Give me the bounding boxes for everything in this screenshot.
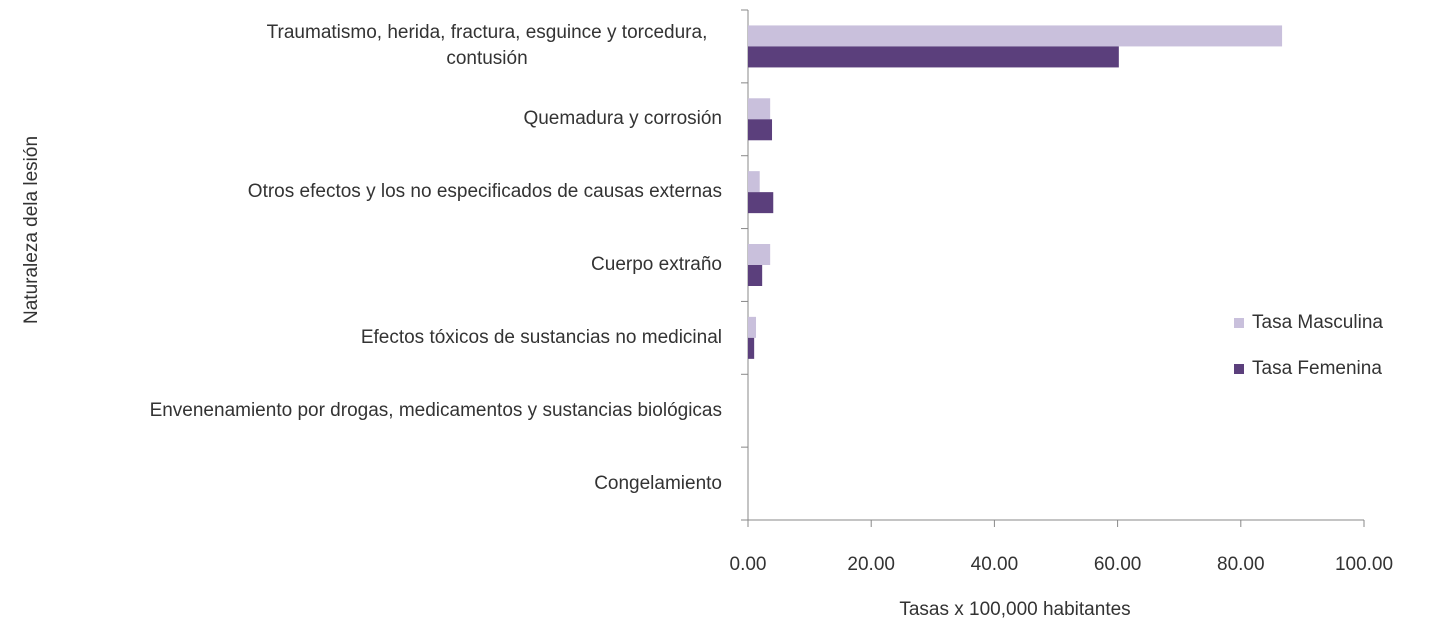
bar — [748, 25, 1283, 47]
x-tick-label: 60.00 — [1094, 554, 1142, 575]
x-tick-label: 80.00 — [1217, 554, 1265, 575]
bar — [748, 46, 1119, 68]
category-label: Envenenamiento por drogas, medicamentos … — [149, 399, 722, 421]
x-tick-label: 100.00 — [1335, 554, 1393, 575]
bar — [748, 192, 774, 214]
x-axis-title: Tasas x 100,000 habitantes — [899, 599, 1130, 620]
x-tick-label: 20.00 — [847, 554, 895, 575]
y-axis-title: Naturaleza dela lesión — [21, 136, 42, 324]
legend-swatch — [1234, 364, 1244, 374]
category-label: Cuerpo extraño — [591, 254, 722, 275]
x-tick-label: 40.00 — [971, 554, 1019, 575]
legend-label: Tasa Masculina — [1252, 312, 1383, 333]
bar — [748, 244, 771, 265]
bar — [748, 98, 771, 120]
bar — [748, 119, 773, 141]
category-label: Quemadura y corrosión — [523, 108, 722, 130]
bar — [748, 171, 760, 193]
category-label: Otros efectos y los no especificados de … — [247, 181, 722, 203]
category-label: Efectos tóxicos de sustancias no medicin… — [360, 326, 722, 348]
bar — [748, 265, 763, 286]
x-tick-label: 0.00 — [730, 554, 767, 575]
category-label: Congelamiento — [594, 472, 722, 494]
bar — [748, 337, 755, 359]
legend-label: Tasa Femenina — [1252, 358, 1382, 379]
bar — [748, 316, 757, 338]
category-label: Traumatismo, herida, fractura, esguince … — [266, 22, 708, 70]
legend-swatch — [1234, 318, 1244, 328]
